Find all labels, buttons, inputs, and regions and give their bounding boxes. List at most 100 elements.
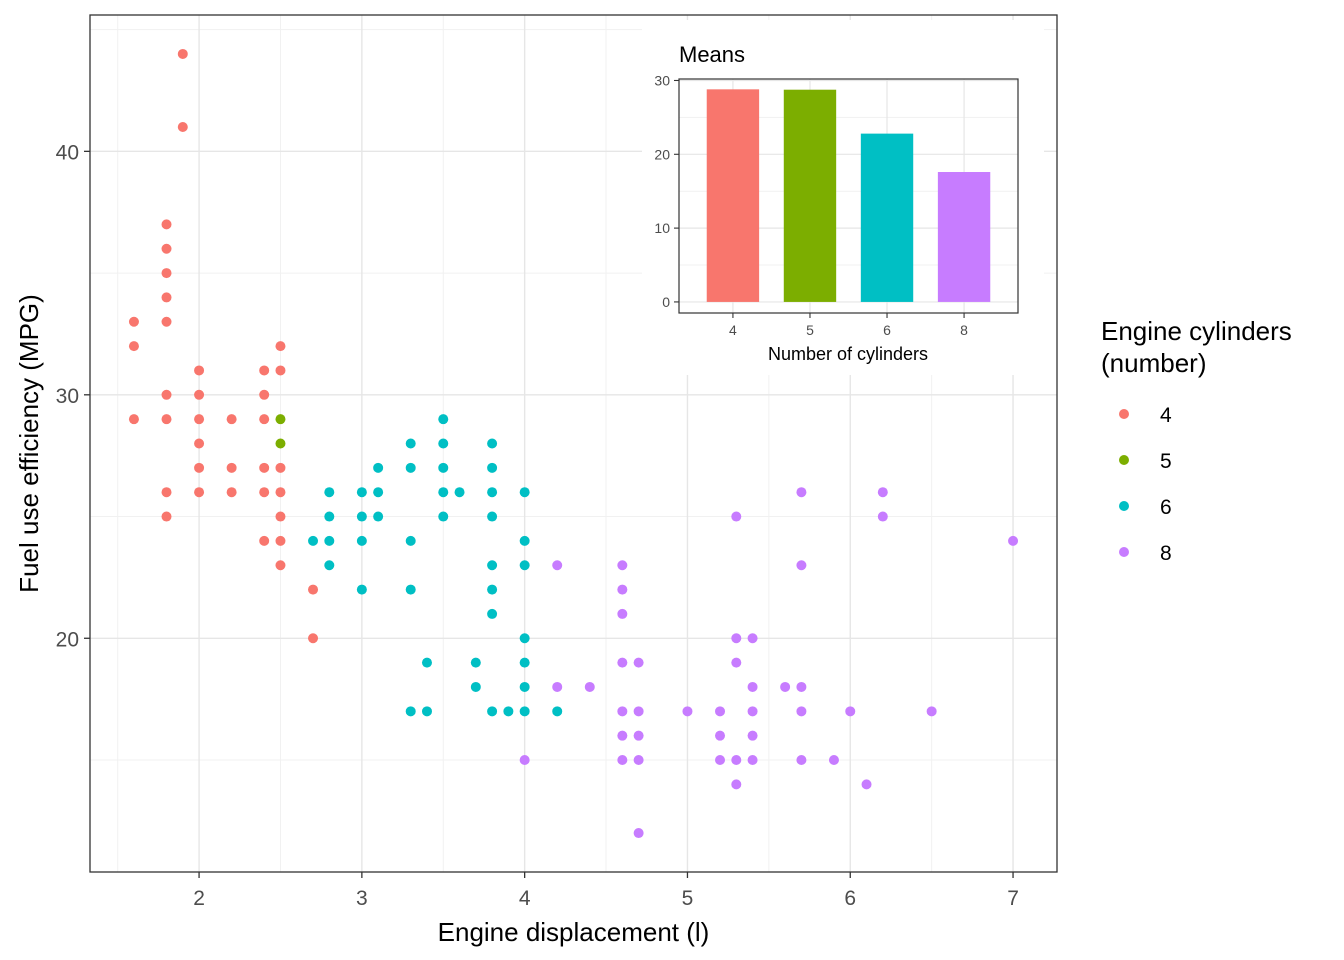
scatter-point-cyl-4 [275,341,286,352]
scatter-point-cyl-8 [617,608,628,619]
scatter-point-cyl-6 [324,511,335,522]
scatter-point-cyl-4 [128,341,139,352]
scatter-point-cyl-4 [226,487,237,498]
scatter-point-cyl-6 [421,706,432,717]
legend-key-5 [1119,455,1129,465]
scatter-point-cyl-6 [356,535,367,546]
scatter-point-cyl-4 [161,292,172,303]
scatter-point-cyl-6 [519,487,530,498]
scatter-point-cyl-6 [519,681,530,692]
scatter-point-cyl-4 [259,414,270,425]
scatter-point-cyl-6 [519,657,530,668]
x-tick-label: 3 [356,887,368,910]
scatter-point-cyl-4 [226,462,237,473]
scatter-point-cyl-6 [487,511,498,522]
inset-x-tick-label: 6 [883,322,891,338]
scatter-point-cyl-6 [552,706,563,717]
scatter-point-cyl-8 [731,779,742,790]
scatter-point-cyl-8 [617,755,628,766]
inset-x-tick-label: 5 [806,322,814,338]
x-tick-label: 7 [1007,887,1019,910]
scatter-point-cyl-4 [161,487,172,498]
scatter-point-cyl-6 [438,414,449,425]
scatter-point-cyl-6 [503,706,514,717]
scatter-point-cyl-8 [552,560,563,571]
scatter-point-cyl-8 [747,681,758,692]
scatter-point-cyl-4 [177,48,188,59]
scatter-point-cyl-4 [194,414,205,425]
scatter-point-cyl-4 [275,511,286,522]
scatter-point-cyl-6 [405,462,416,473]
scatter-point-cyl-6 [405,706,416,717]
scatter-point-cyl-6 [487,438,498,449]
scatter-point-cyl-4 [194,462,205,473]
scatter-point-cyl-8 [715,706,726,717]
legend-label-6: 6 [1160,496,1172,519]
scatter-point-cyl-4 [259,365,270,376]
inset-title: Means [679,42,745,67]
scatter-point-cyl-8 [877,487,888,498]
scatter-point-cyl-8 [731,755,742,766]
scatter-point-cyl-5 [275,414,286,425]
scatter-point-cyl-4 [259,535,270,546]
inset-bar-cyl-8 [937,172,991,302]
scatter-point-cyl-4 [194,487,205,498]
scatter-point-cyl-8 [552,681,563,692]
scatter-point-cyl-8 [633,657,644,668]
legend-title-line1: Engine cylinders [1101,316,1292,346]
scatter-point-cyl-4 [177,121,188,132]
scatter-point-cyl-8 [796,755,807,766]
scatter-point-cyl-6 [438,438,449,449]
scatter-point-cyl-4 [161,243,172,254]
scatter-point-cyl-8 [796,681,807,692]
scatter-point-cyl-6 [487,462,498,473]
scatter-point-cyl-6 [405,584,416,595]
legend-key-4 [1119,409,1129,419]
scatter-point-cyl-6 [438,462,449,473]
y-tick-label: 40 [56,141,79,164]
scatter-point-cyl-4 [226,414,237,425]
scatter-point-cyl-8 [633,755,644,766]
scatter-point-cyl-8 [633,706,644,717]
scatter-point-cyl-8 [861,779,872,790]
scatter-point-cyl-8 [747,633,758,644]
scatter-point-cyl-8 [731,657,742,668]
scatter-point-cyl-4 [161,316,172,327]
scatter-point-cyl-6 [519,535,530,546]
scatter-point-cyl-6 [454,487,465,498]
inset-y-tick-label: 10 [654,220,670,236]
x-tick-label: 2 [193,887,205,910]
scatter-point-cyl-6 [373,487,384,498]
scatter-point-cyl-8 [715,755,726,766]
y-tick-label: 20 [56,628,79,651]
scatter-point-cyl-6 [308,535,319,546]
scatter-point-cyl-6 [405,438,416,449]
scatter-point-cyl-8 [617,730,628,741]
scatter-point-cyl-6 [487,487,498,498]
scatter-point-cyl-4 [308,584,319,595]
scatter-point-cyl-8 [633,730,644,741]
scatter-point-cyl-4 [275,462,286,473]
scatter-point-cyl-8 [682,706,693,717]
legend-label-5: 5 [1160,450,1172,473]
scatter-point-cyl-4 [161,511,172,522]
scatter-point-cyl-4 [275,487,286,498]
scatter-point-cyl-8 [747,706,758,717]
scatter-point-cyl-6 [519,560,530,571]
inset-x-tick-label: 8 [960,322,968,338]
legend-label-8: 8 [1160,542,1172,565]
x-tick-label: 5 [682,887,694,910]
scatter-point-cyl-8 [617,560,628,571]
inset-axes: 4 5 6 8 0 10 20 30 [654,72,968,338]
scatter-point-cyl-6 [487,560,498,571]
scatter-point-cyl-6 [421,657,432,668]
main-points [128,48,1019,839]
scatter-point-cyl-8 [780,681,791,692]
scatter-point-cyl-6 [373,462,384,473]
scatter-point-cyl-8 [617,657,628,668]
legend-title-line2: (number) [1101,348,1206,378]
scatter-point-cyl-8 [633,828,644,839]
y-tick-label: 30 [56,385,79,408]
scatter-point-cyl-6 [356,584,367,595]
